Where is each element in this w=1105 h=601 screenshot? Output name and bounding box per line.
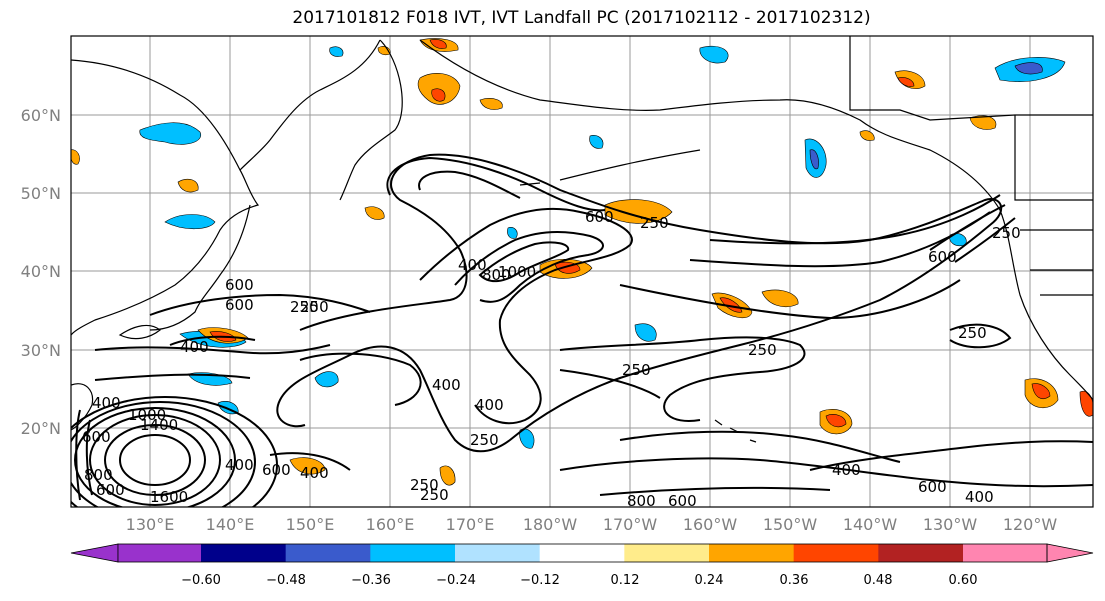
lon-label: 140°W — [843, 515, 898, 534]
contour-label: 400 — [832, 461, 861, 479]
contour-label: 400 — [92, 394, 121, 412]
contour-label: 250 — [470, 431, 499, 449]
lon-label: 170°E — [446, 515, 495, 534]
contour-label: 250 — [300, 298, 329, 316]
contour-label: 400 — [300, 464, 329, 482]
contour-label: 250 — [290, 298, 319, 316]
contour-label: 1600 — [150, 488, 188, 506]
anomaly-fill-patches — [71, 38, 1093, 486]
lat-label-20n: 20°N — [21, 419, 61, 438]
contour-label: 800 — [627, 492, 656, 510]
contour-label: 250 — [622, 361, 651, 379]
colorbar-frame — [117, 543, 1048, 563]
contour-label: 400 — [475, 396, 504, 414]
contour-label: 250 — [748, 341, 777, 359]
colorbar-tick-label: 0.12 — [611, 573, 640, 588]
plot-frame — [70, 35, 1094, 508]
contour-label: 1000 — [128, 406, 166, 424]
colorbar-boxes — [118, 544, 1047, 562]
colorbar-extend-high — [1046, 543, 1094, 563]
contour-label: 600 — [225, 276, 254, 294]
colorbar-box — [370, 544, 456, 562]
lat-label-60n: 60°N — [21, 106, 61, 125]
colorbar-box — [285, 544, 371, 562]
lon-label: 150°E — [286, 515, 335, 534]
contour-label: 800 — [84, 466, 113, 484]
colorbar-box — [878, 544, 964, 562]
contour-label: 400 — [225, 456, 254, 474]
contour-label: 600 — [82, 428, 111, 446]
map-title: 2017101812 F018 IVT, IVT Landfall PC (20… — [292, 8, 871, 28]
contour-label: 600 — [225, 296, 254, 314]
contour-label: 600 — [96, 481, 125, 499]
lon-label: 160°E — [366, 515, 415, 534]
lat-label-50n: 50°N — [21, 184, 61, 203]
colorbar-tick-label: −0.48 — [266, 573, 306, 588]
lon-label: 180°W — [523, 515, 578, 534]
contour-label: 1000 — [498, 263, 536, 281]
colorbar-ticks: −0.60 −0.48 −0.36 −0.24 −0.12 0.12 0.24 0.36 0.4… — [181, 573, 977, 588]
contour-label: 600 — [668, 492, 697, 510]
colorbar-box — [624, 544, 710, 562]
colorbar-tick-label: 0.60 — [949, 573, 978, 588]
colorbar-tick-label: −0.24 — [436, 573, 476, 588]
lon-label: 160°W — [683, 515, 738, 534]
contour-label: 250 — [640, 214, 669, 232]
contour-label: 250 — [420, 486, 449, 504]
lon-label: 150°W — [763, 515, 818, 534]
contour-label: 250 — [958, 324, 987, 342]
colorbar-extend-low — [70, 543, 119, 563]
lon-label: 140°E — [206, 515, 255, 534]
contour-label: 250 — [992, 224, 1021, 242]
lat-label-40n: 40°N — [21, 262, 61, 281]
contour-label: 600 — [918, 478, 947, 496]
colorbar-tick-label: 0.24 — [695, 573, 724, 588]
contour-label: 400 — [965, 488, 994, 506]
contour-label: 600 — [585, 208, 614, 226]
colorbar-box — [201, 544, 287, 562]
lon-label: 130°E — [126, 515, 175, 534]
ivt-contours — [71, 153, 1093, 507]
colorbar-box — [539, 544, 625, 562]
contour-label: 800 — [482, 266, 511, 284]
contour-label: 600 — [262, 461, 291, 479]
colorbar-box — [118, 544, 201, 562]
contour-label: 400 — [180, 338, 209, 356]
lon-label: 130°W — [923, 515, 978, 534]
contour-label: 400 — [432, 376, 461, 394]
colorbar-tick-label: 0.48 — [864, 573, 893, 588]
lat-label-30n: 30°N — [21, 341, 61, 360]
coastlines — [71, 36, 1093, 443]
lon-label: 120°W — [1003, 515, 1058, 534]
colorbar-box — [455, 544, 541, 562]
colorbar-box — [793, 544, 879, 562]
contour-labels: 250 400 600 800 1000 250 400 600 250 250… — [82, 208, 1021, 510]
colorbar-tick-label: −0.60 — [181, 573, 221, 588]
colorbar-tick-label: −0.12 — [520, 573, 560, 588]
longitude-labels: 130°E 140°E 150°E 160°E 170°E 180°W 170°… — [126, 515, 1058, 534]
colorbar: −0.60 −0.48 −0.36 −0.24 −0.12 0.12 0.24 0.36 0.4… — [70, 543, 1094, 588]
contour-label: 400 — [458, 256, 487, 274]
latitude-labels: 20°N 30°N 40°N 50°N 60°N — [21, 106, 61, 438]
contour-label: 1400 — [140, 416, 178, 434]
colorbar-tick-label: 0.36 — [780, 573, 809, 588]
colorbar-box — [709, 544, 795, 562]
contour-label: 600 — [928, 248, 957, 266]
colorbar-box — [963, 544, 1047, 562]
gridlines — [71, 36, 1093, 507]
contour-label: 250 — [410, 476, 439, 494]
colorbar-tick-label: −0.36 — [351, 573, 391, 588]
lon-label: 170°W — [603, 515, 658, 534]
